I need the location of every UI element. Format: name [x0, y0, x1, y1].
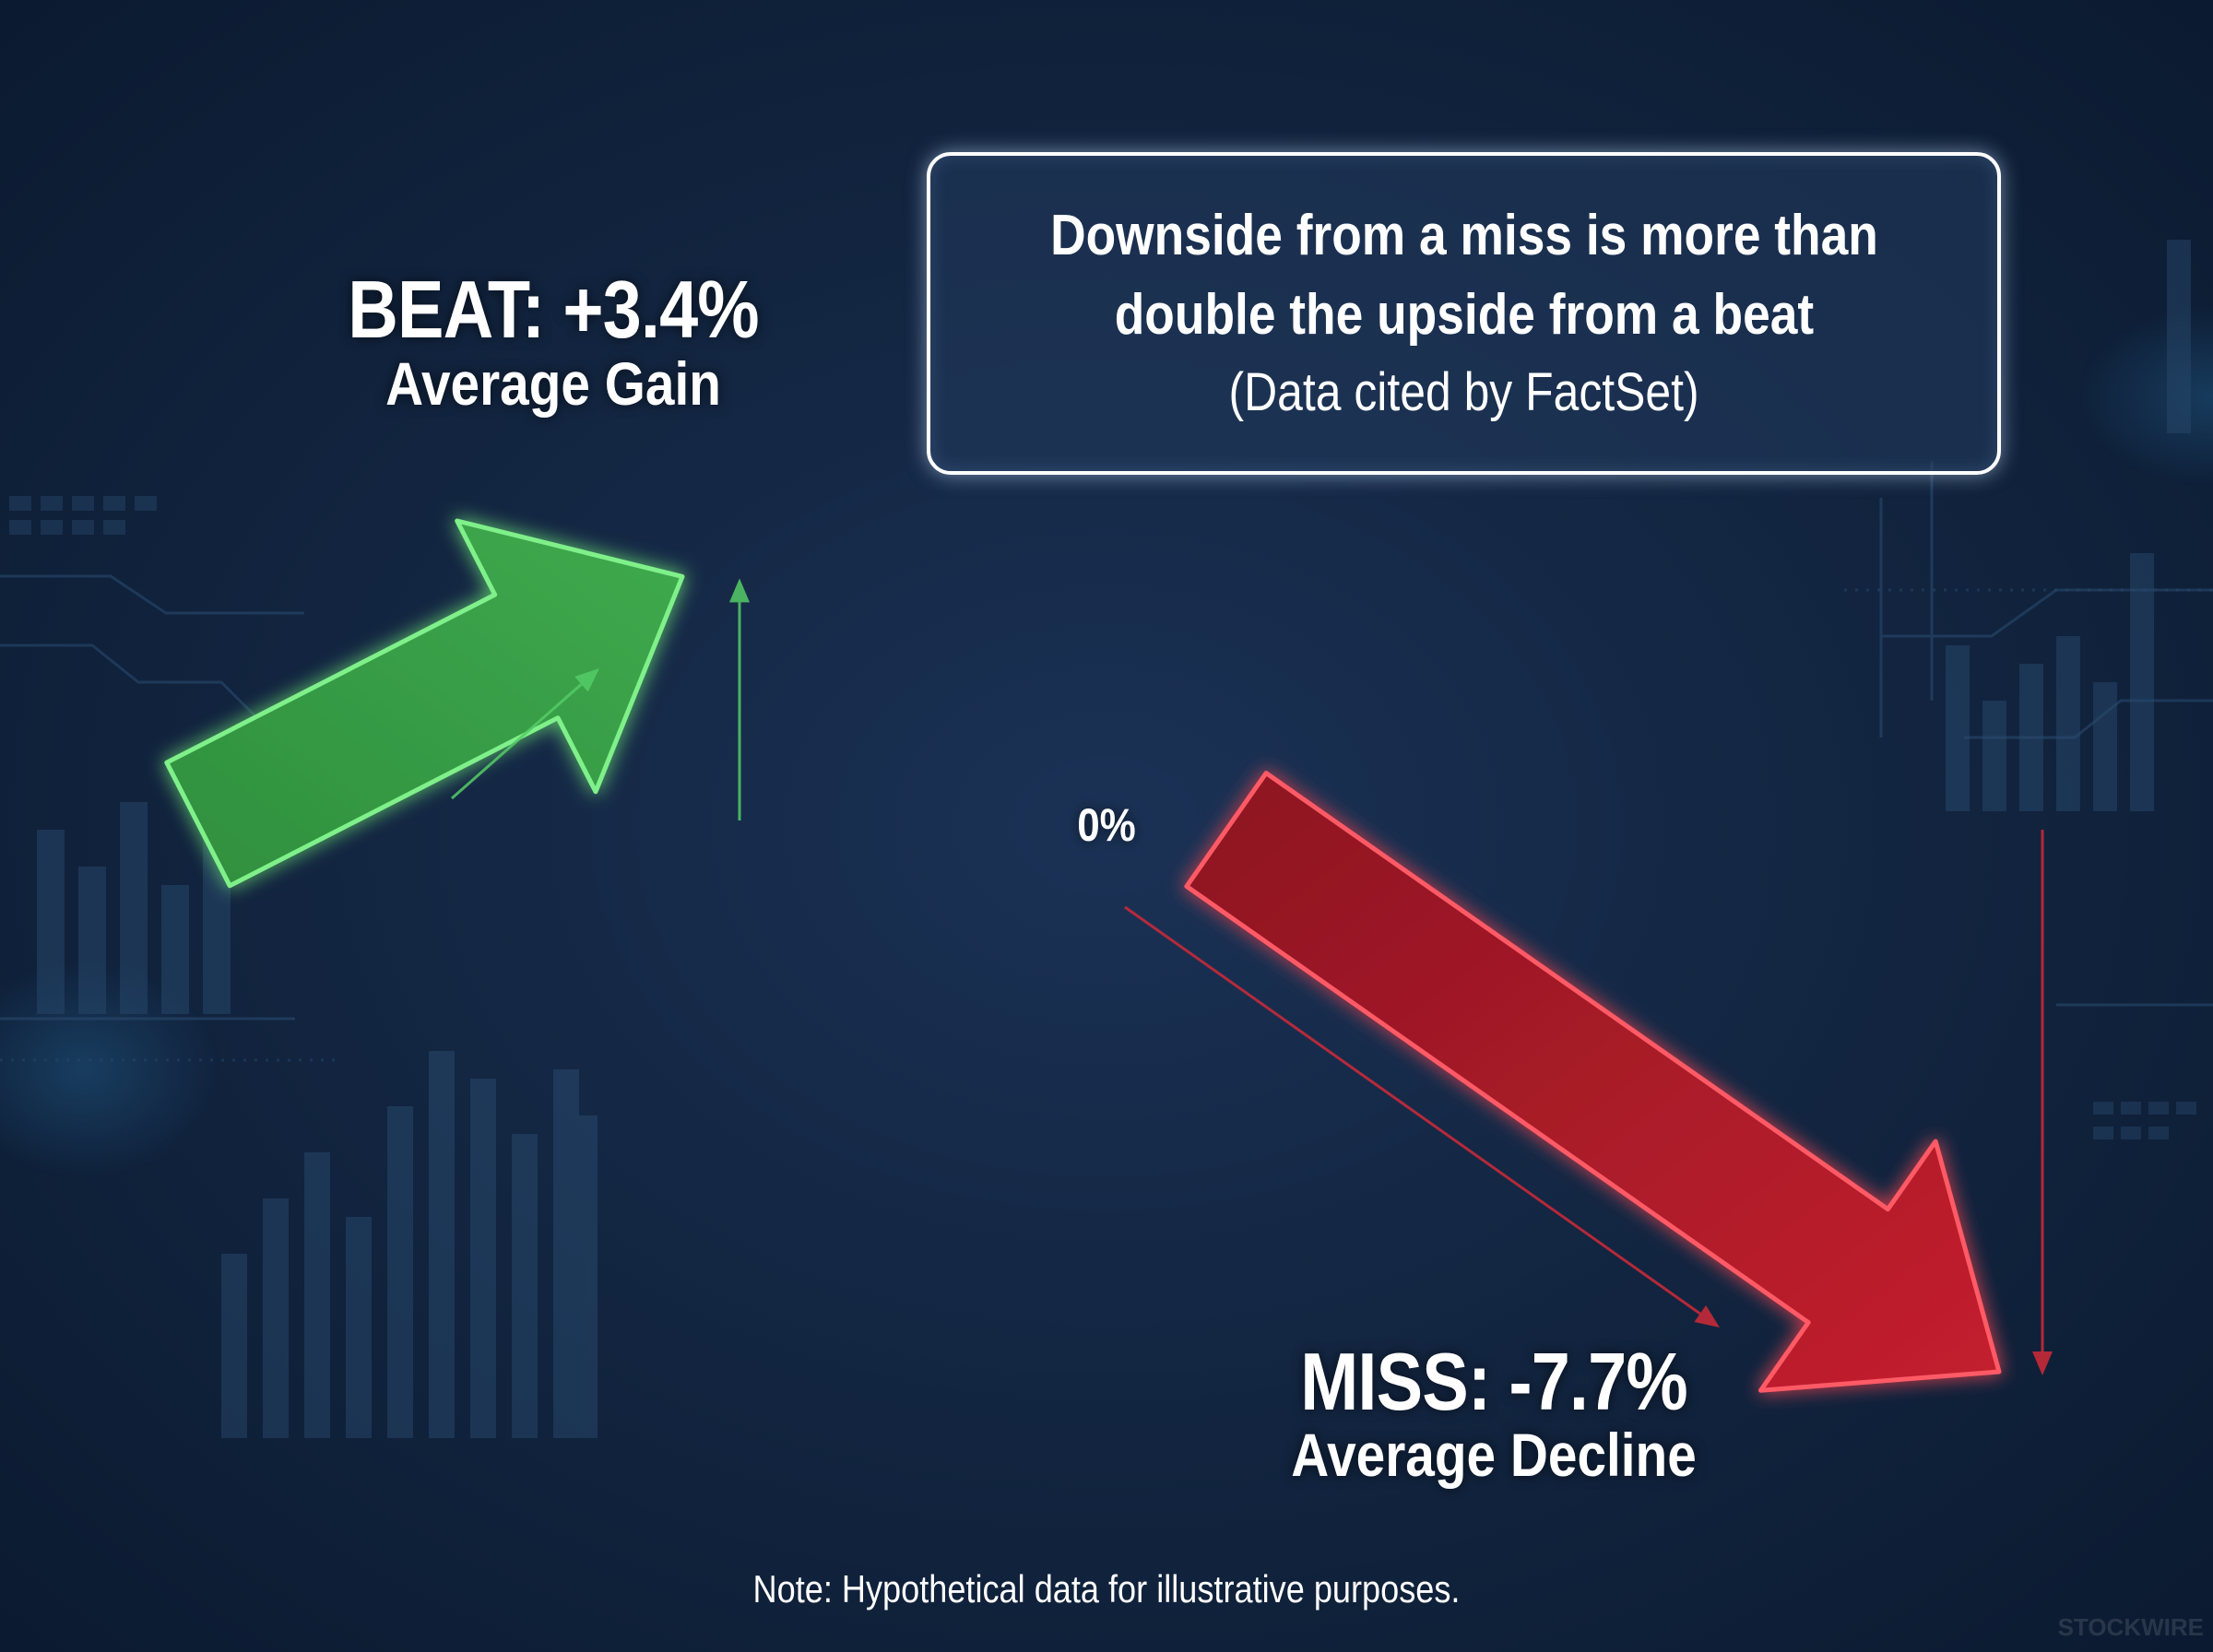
beat-accent-diag-head	[574, 668, 599, 692]
miss-accent-vertical-head	[2032, 1351, 2053, 1375]
baseline-label: 0%	[1077, 799, 1136, 851]
watermark: STOCKWIRE	[2057, 1613, 2204, 1641]
callout-line-1: Downside from a miss is more than	[1049, 204, 1878, 267]
beat-label: BEAT: +3.4%	[348, 264, 759, 355]
miss-sublabel: Average Decline	[1291, 1421, 1697, 1489]
beat-bar-arrow	[164, 518, 685, 889]
footnote: Note: Hypothetical data for illustrative…	[752, 1567, 1461, 1611]
miss-bar-arrow	[1184, 771, 2002, 1393]
callout-line-2: double the upside from a beat	[1114, 283, 1814, 347]
miss-accent-diag-head	[1694, 1305, 1720, 1328]
beat-sublabel: Average Gain	[385, 349, 721, 418]
callout-source: (Data cited by FactSet)	[1228, 362, 1699, 422]
miss-label: MISS: -7.7%	[1300, 1336, 1687, 1427]
background-decor	[0, 240, 2213, 1438]
beat-accent-vertical-head	[729, 578, 750, 603]
callout-box: Downside from a miss is more than double…	[927, 152, 2001, 475]
beat-accent-diag-line	[451, 683, 583, 800]
miss-accent-diag-line	[1124, 905, 1701, 1316]
